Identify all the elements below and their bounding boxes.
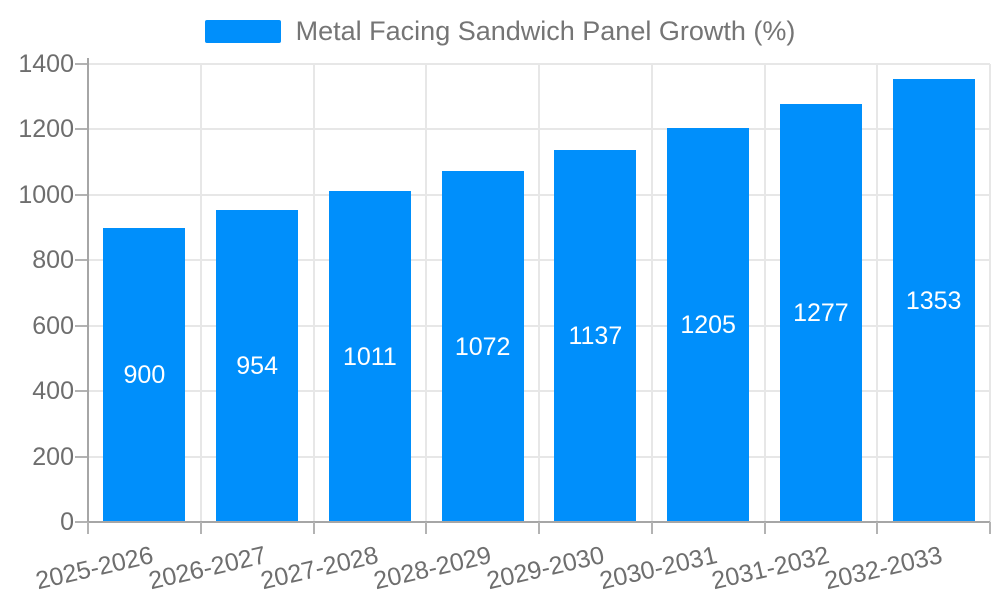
y-tick-400 (75, 390, 87, 393)
y-axis-label-0: 0 (60, 508, 74, 536)
y-axis-label-400: 400 (32, 377, 74, 406)
x-axis-label-2026-2027: 2026-2027 (145, 541, 269, 596)
bar-2025-2026[interactable] (103, 227, 186, 522)
x-tick-1 (199, 522, 202, 534)
v-gridline-4 (538, 64, 540, 522)
y-tick-0 (75, 521, 87, 523)
bar-value-label-2028-2029: 1072 (454, 332, 511, 361)
x-axis-label-2029-2030: 2029-2030 (483, 541, 607, 596)
bar-value-label-2031-2032: 1277 (793, 299, 849, 328)
v-gridline-2 (312, 64, 315, 522)
bar-value-label-2027-2028: 1011 (342, 342, 397, 371)
bar-2031-2032[interactable] (779, 104, 862, 522)
v-gridline-5 (650, 64, 653, 522)
y-axis-label-600: 600 (32, 311, 74, 340)
y-axis-label-800: 800 (32, 246, 74, 275)
y-axis-label-1000: 1000 (18, 180, 74, 209)
bar-value-label-2032-2033: 1353 (905, 286, 962, 315)
bar-2027-2028[interactable] (328, 191, 411, 522)
x-axis-label-2025-2026: 2025-2026 (32, 541, 156, 596)
y-tick-800 (75, 259, 87, 262)
v-gridline-3 (425, 64, 428, 522)
y-tick-1200 (75, 128, 87, 131)
x-axis-label-2028-2029: 2028-2029 (371, 541, 494, 596)
y-tick-600 (75, 324, 87, 327)
bar-2028-2029[interactable] (441, 171, 524, 522)
x-axis-label-2027-2028: 2027-2028 (258, 541, 382, 596)
x-tick-7 (876, 522, 879, 534)
x-axis-label-2031-2032: 2031-2032 (709, 541, 833, 596)
y-axis-line (87, 58, 89, 534)
y-tick-1000 (75, 193, 87, 196)
x-tick-2 (312, 522, 315, 534)
v-gridline-1 (199, 64, 202, 522)
y-axis-label-200: 200 (32, 442, 74, 471)
x-tick-6 (763, 522, 766, 534)
v-gridline-6 (763, 64, 766, 522)
y-tick-200 (75, 455, 87, 458)
bar-2026-2027[interactable] (216, 209, 299, 522)
legend[interactable]: Metal Facing Sandwich Panel Growth (%) (0, 16, 1000, 46)
x-tick-3 (425, 522, 428, 534)
v-gridline-7 (876, 64, 879, 522)
x-axis-label-2032-2033: 2032-2033 (822, 541, 945, 596)
v-gridline-8 (989, 64, 991, 522)
bar-value-label-2026-2027: 954 (236, 351, 278, 380)
bar-2029-2030[interactable] (554, 150, 637, 522)
y-axis-label-1400: 1400 (18, 50, 74, 78)
legend-label[interactable]: Metal Facing Sandwich Panel Growth (%) (295, 16, 796, 46)
x-tick-0 (87, 522, 89, 534)
y-tick-1400 (75, 63, 87, 65)
bar-value-label-2025-2026: 900 (123, 360, 166, 389)
bar-2032-2033[interactable] (892, 79, 975, 522)
bar-2030-2031[interactable] (667, 127, 750, 522)
x-tick-4 (538, 522, 540, 534)
bar-value-label-2030-2031: 1205 (680, 310, 736, 339)
x-axis-label-2030-2031: 2030-2031 (596, 541, 720, 596)
legend-marker[interactable] (204, 19, 281, 43)
y-axis-label-1200: 1200 (18, 115, 74, 144)
x-tick-5 (650, 522, 653, 534)
bar-value-label-2029-2030: 1137 (568, 322, 623, 351)
x-tick-8 (989, 522, 991, 534)
